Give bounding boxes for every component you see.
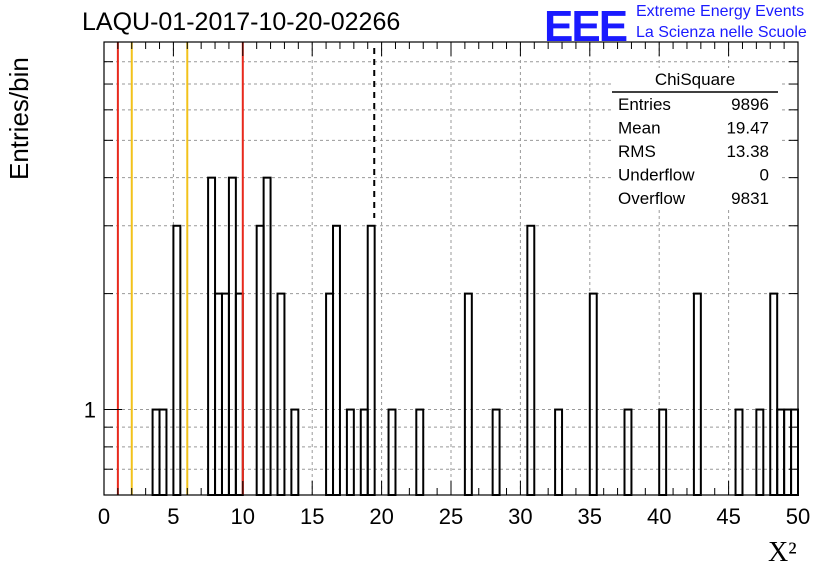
histogram-bin bbox=[526, 224, 536, 497]
stats-label: Underflow bbox=[618, 166, 695, 185]
x-tick-label: 30 bbox=[508, 504, 532, 529]
histogram-bin bbox=[207, 176, 217, 496]
x-tick-label: 20 bbox=[369, 504, 393, 529]
histogram-bin bbox=[658, 408, 668, 496]
histogram-bin bbox=[214, 292, 223, 497]
logo-text-line1: Extreme Energy Events bbox=[636, 3, 805, 20]
histogram-bin bbox=[172, 224, 182, 497]
x-tick-label: 0 bbox=[98, 504, 110, 529]
histogram-bin bbox=[554, 408, 564, 496]
histogram-bin bbox=[220, 292, 230, 497]
x-tick-label: 45 bbox=[716, 504, 740, 529]
x-axis-label: X² bbox=[768, 537, 797, 568]
histogram-bin bbox=[290, 408, 300, 496]
x-tick-label: 15 bbox=[300, 504, 324, 529]
histogram-bin bbox=[790, 408, 799, 496]
histogram-bin bbox=[623, 408, 633, 496]
x-tick-label: 50 bbox=[786, 504, 810, 529]
x-tick-label: 40 bbox=[647, 504, 671, 529]
stats-value: 9831 bbox=[731, 189, 769, 208]
chart-title: LAQU-01-2017-10-20-02266 bbox=[82, 8, 401, 36]
stats-label: Overflow bbox=[618, 189, 686, 208]
histogram-bin bbox=[491, 408, 501, 496]
histogram-bin bbox=[227, 176, 237, 496]
stats-value: 19.47 bbox=[726, 119, 769, 138]
eee-logo: EEE bbox=[544, 2, 628, 51]
stats-label: Entries bbox=[618, 95, 671, 114]
x-tick-label: 35 bbox=[578, 504, 602, 529]
x-tick-label: 5 bbox=[167, 504, 179, 529]
histogram-bin bbox=[151, 408, 161, 496]
stats-label: Mean bbox=[618, 119, 661, 138]
histogram-bin bbox=[255, 224, 265, 497]
histogram-bin bbox=[776, 408, 786, 496]
histogram-bin bbox=[158, 408, 168, 496]
histogram-bin bbox=[415, 408, 425, 496]
stats-label: RMS bbox=[618, 142, 656, 161]
histogram-bin bbox=[366, 224, 376, 497]
histogram-bin bbox=[588, 292, 598, 497]
histogram-bin bbox=[463, 292, 473, 497]
histogram-bin bbox=[387, 408, 397, 496]
histogram-bin bbox=[783, 408, 793, 496]
histogram-bin bbox=[692, 292, 702, 497]
histogram-bin bbox=[755, 408, 765, 496]
stats-value: 9896 bbox=[731, 95, 769, 114]
histogram-bin bbox=[262, 176, 272, 496]
y-tick-label: 1 bbox=[84, 398, 96, 423]
histogram-bin bbox=[276, 292, 286, 497]
stats-value: 13.38 bbox=[726, 142, 769, 161]
histogram-bin bbox=[325, 292, 335, 497]
histogram-bin bbox=[345, 408, 355, 496]
x-tick-label: 10 bbox=[231, 504, 255, 529]
stats-value: 0 bbox=[760, 166, 769, 185]
stats-box bbox=[612, 68, 780, 208]
histogram-bin bbox=[234, 292, 244, 497]
histogram-bin bbox=[734, 408, 744, 496]
stats-title: ChiSquare bbox=[655, 70, 735, 89]
histogram-bin bbox=[359, 408, 369, 496]
histogram-bin bbox=[332, 224, 341, 497]
logo-text-line2: La Scienza nelle Scuole bbox=[636, 24, 807, 41]
histogram-bin bbox=[769, 292, 779, 497]
x-tick-label: 25 bbox=[439, 504, 463, 529]
